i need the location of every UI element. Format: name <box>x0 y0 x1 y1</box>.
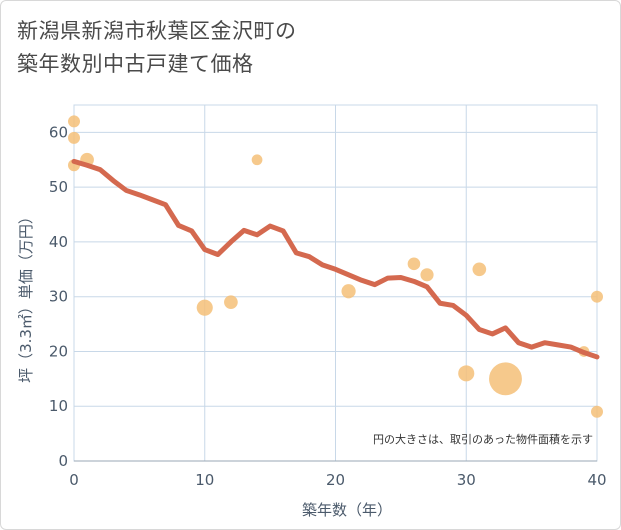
y-axis-label: 坪（3.3㎡）単価（万円） <box>17 209 35 383</box>
x-tick-label: 20 <box>326 471 345 489</box>
trend-line-group <box>71 158 600 360</box>
x-tick-label: 40 <box>587 471 606 489</box>
data-bubble <box>420 268 434 282</box>
x-tick-label: 0 <box>69 471 79 489</box>
data-bubble <box>68 131 80 144</box>
y-tick-label: 50 <box>49 178 68 196</box>
title-line-1: 新潟県新潟市秋葉区金沢町の <box>17 19 297 43</box>
x-tick-label: 10 <box>195 471 214 489</box>
data-bubble <box>196 299 213 316</box>
x-tick-label: 30 <box>457 471 476 489</box>
grid <box>73 104 598 462</box>
size-note: 円の大きさは、取引のあった物件面積を示す <box>373 432 593 446</box>
ticks: 0 10 20 30 40 50 60 0 10 20 30 40 <box>49 123 607 489</box>
title-line-2: 築年数別中古戸建て価格 <box>17 52 254 76</box>
chart-title: 新潟県新潟市秋葉区金沢町の 築年数別中古戸建て価格 <box>17 15 537 81</box>
data-bubble <box>407 257 421 271</box>
data-bubble <box>251 154 263 166</box>
y-tick-label: 10 <box>49 397 68 415</box>
data-bubble <box>341 284 356 299</box>
trend-line <box>71 158 600 360</box>
data-bubble <box>472 262 487 277</box>
y-tick-label: 30 <box>49 288 68 306</box>
y-tick-label: 20 <box>49 342 68 360</box>
data-bubble <box>591 290 603 303</box>
data-bubble <box>458 365 475 382</box>
data-bubble <box>68 115 80 128</box>
data-bubble <box>224 295 238 310</box>
y-tick-label: 40 <box>49 233 68 251</box>
y-tick-label: 60 <box>49 123 68 141</box>
data-bubble <box>489 362 522 396</box>
x-axis-label: 築年数（年） <box>302 501 392 519</box>
y-tick-label: 0 <box>58 452 68 470</box>
data-bubble <box>591 405 603 418</box>
